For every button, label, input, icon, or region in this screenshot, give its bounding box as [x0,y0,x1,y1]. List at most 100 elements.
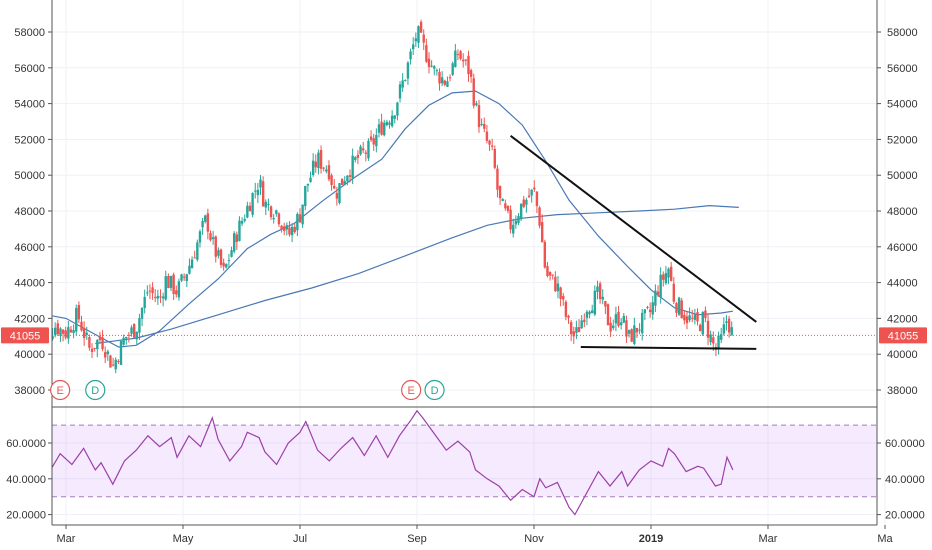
candle-body [190,259,194,269]
y-tick-label-left: 48000 [14,206,45,218]
candle-body [488,140,491,145]
candle-body [588,311,591,315]
candle-body [196,242,199,260]
candle-body [648,309,652,313]
candle-body [125,336,128,339]
candle-body [438,71,441,84]
candle-body [96,339,99,350]
candle-body [264,201,267,208]
candle-body [77,305,81,320]
candle-body [672,283,676,302]
trendlines [509,135,757,350]
y-tick-label-right: 48000 [887,206,918,218]
event-marker-circle[interactable] [424,379,445,401]
candle-body [467,55,470,75]
x-axis: Mar May Jul Sep Nov 2019 Mar Ma [57,525,894,545]
candle-body [411,44,415,50]
candle-body [498,185,502,199]
candle-body [209,232,212,241]
candle-body [514,220,518,225]
earnings-event-marker[interactable]: E [50,379,71,401]
candle-body [64,330,67,338]
event-marker-circle[interactable] [401,379,422,401]
candle-body [67,327,70,339]
candle-body [698,324,702,332]
candle-body [117,360,120,362]
candle-body [496,168,499,190]
y-tick-label-left: 42000 [14,313,45,325]
candle-body [267,204,270,206]
y-tick-label-left: 50000 [14,170,45,182]
candle-body [646,307,649,309]
candle-body [393,115,396,119]
last-price-labels: 41055 41055 [1,327,927,344]
candle-body [564,301,568,317]
trendline-1[interactable] [509,135,757,323]
candle-body [243,218,246,221]
candle-body [219,249,223,265]
candle-body [525,199,528,205]
candle-body [217,250,220,256]
candle-body [177,281,181,298]
candle-body [662,274,665,280]
earnings-event-marker[interactable]: E [401,379,422,401]
y-tick-label-right: 52000 [887,134,918,146]
y-tick-label-left: 54000 [14,99,45,111]
event-marker-label: D [91,385,99,397]
candle-body [567,315,570,318]
candle-body [601,296,604,300]
trendline-2[interactable] [580,346,757,350]
candle-body [540,222,544,243]
candle-body [180,274,183,281]
candle-body [720,334,723,340]
candle-body [75,308,78,332]
candle-body [706,320,710,338]
event-marker-circle[interactable] [85,379,106,401]
main-grid [52,0,886,525]
y-tick-label-left: 44000 [14,278,45,290]
candle-body [485,131,489,141]
candle-body [151,287,154,294]
y-tick-label-right: 50000 [887,170,918,182]
y-tick-label-left: 40000 [14,349,45,361]
candle-body [401,80,404,88]
candle-body [696,312,699,322]
dividend-event-marker[interactable]: D [424,379,445,401]
candle-body [380,121,383,135]
candle-body [417,26,420,43]
candle-body [193,257,196,259]
candle-body [293,226,296,232]
candle-body [82,328,86,339]
candle-body [330,175,333,185]
x-tick-label: Sep [407,533,427,545]
candle-body [506,206,510,211]
candle-body [462,59,465,62]
candle-body [306,183,310,186]
candle-body [609,322,612,332]
candle-body [512,224,515,234]
dividend-event-marker[interactable]: D [85,379,106,401]
candle-body [533,187,536,190]
candle-body [396,102,399,116]
candle-body [464,59,468,61]
candle-body [448,77,452,79]
candle-body [311,160,315,176]
candle-body [440,77,444,84]
candle-body [348,175,352,177]
y-tick-label-right: 40000 [887,349,918,361]
candle-body [596,286,599,292]
candle-body [483,123,486,129]
candle-body [367,140,370,159]
candle-body [296,213,299,231]
event-marker-circle[interactable] [50,379,71,401]
candle-body [456,54,460,56]
candle-body [251,192,254,215]
event-marker-label: E [407,385,414,397]
candle-body [235,234,239,243]
x-tick-label: 2019 [639,533,663,545]
candle-body [504,203,507,209]
candle-body [343,181,346,185]
candle-body [591,310,594,314]
